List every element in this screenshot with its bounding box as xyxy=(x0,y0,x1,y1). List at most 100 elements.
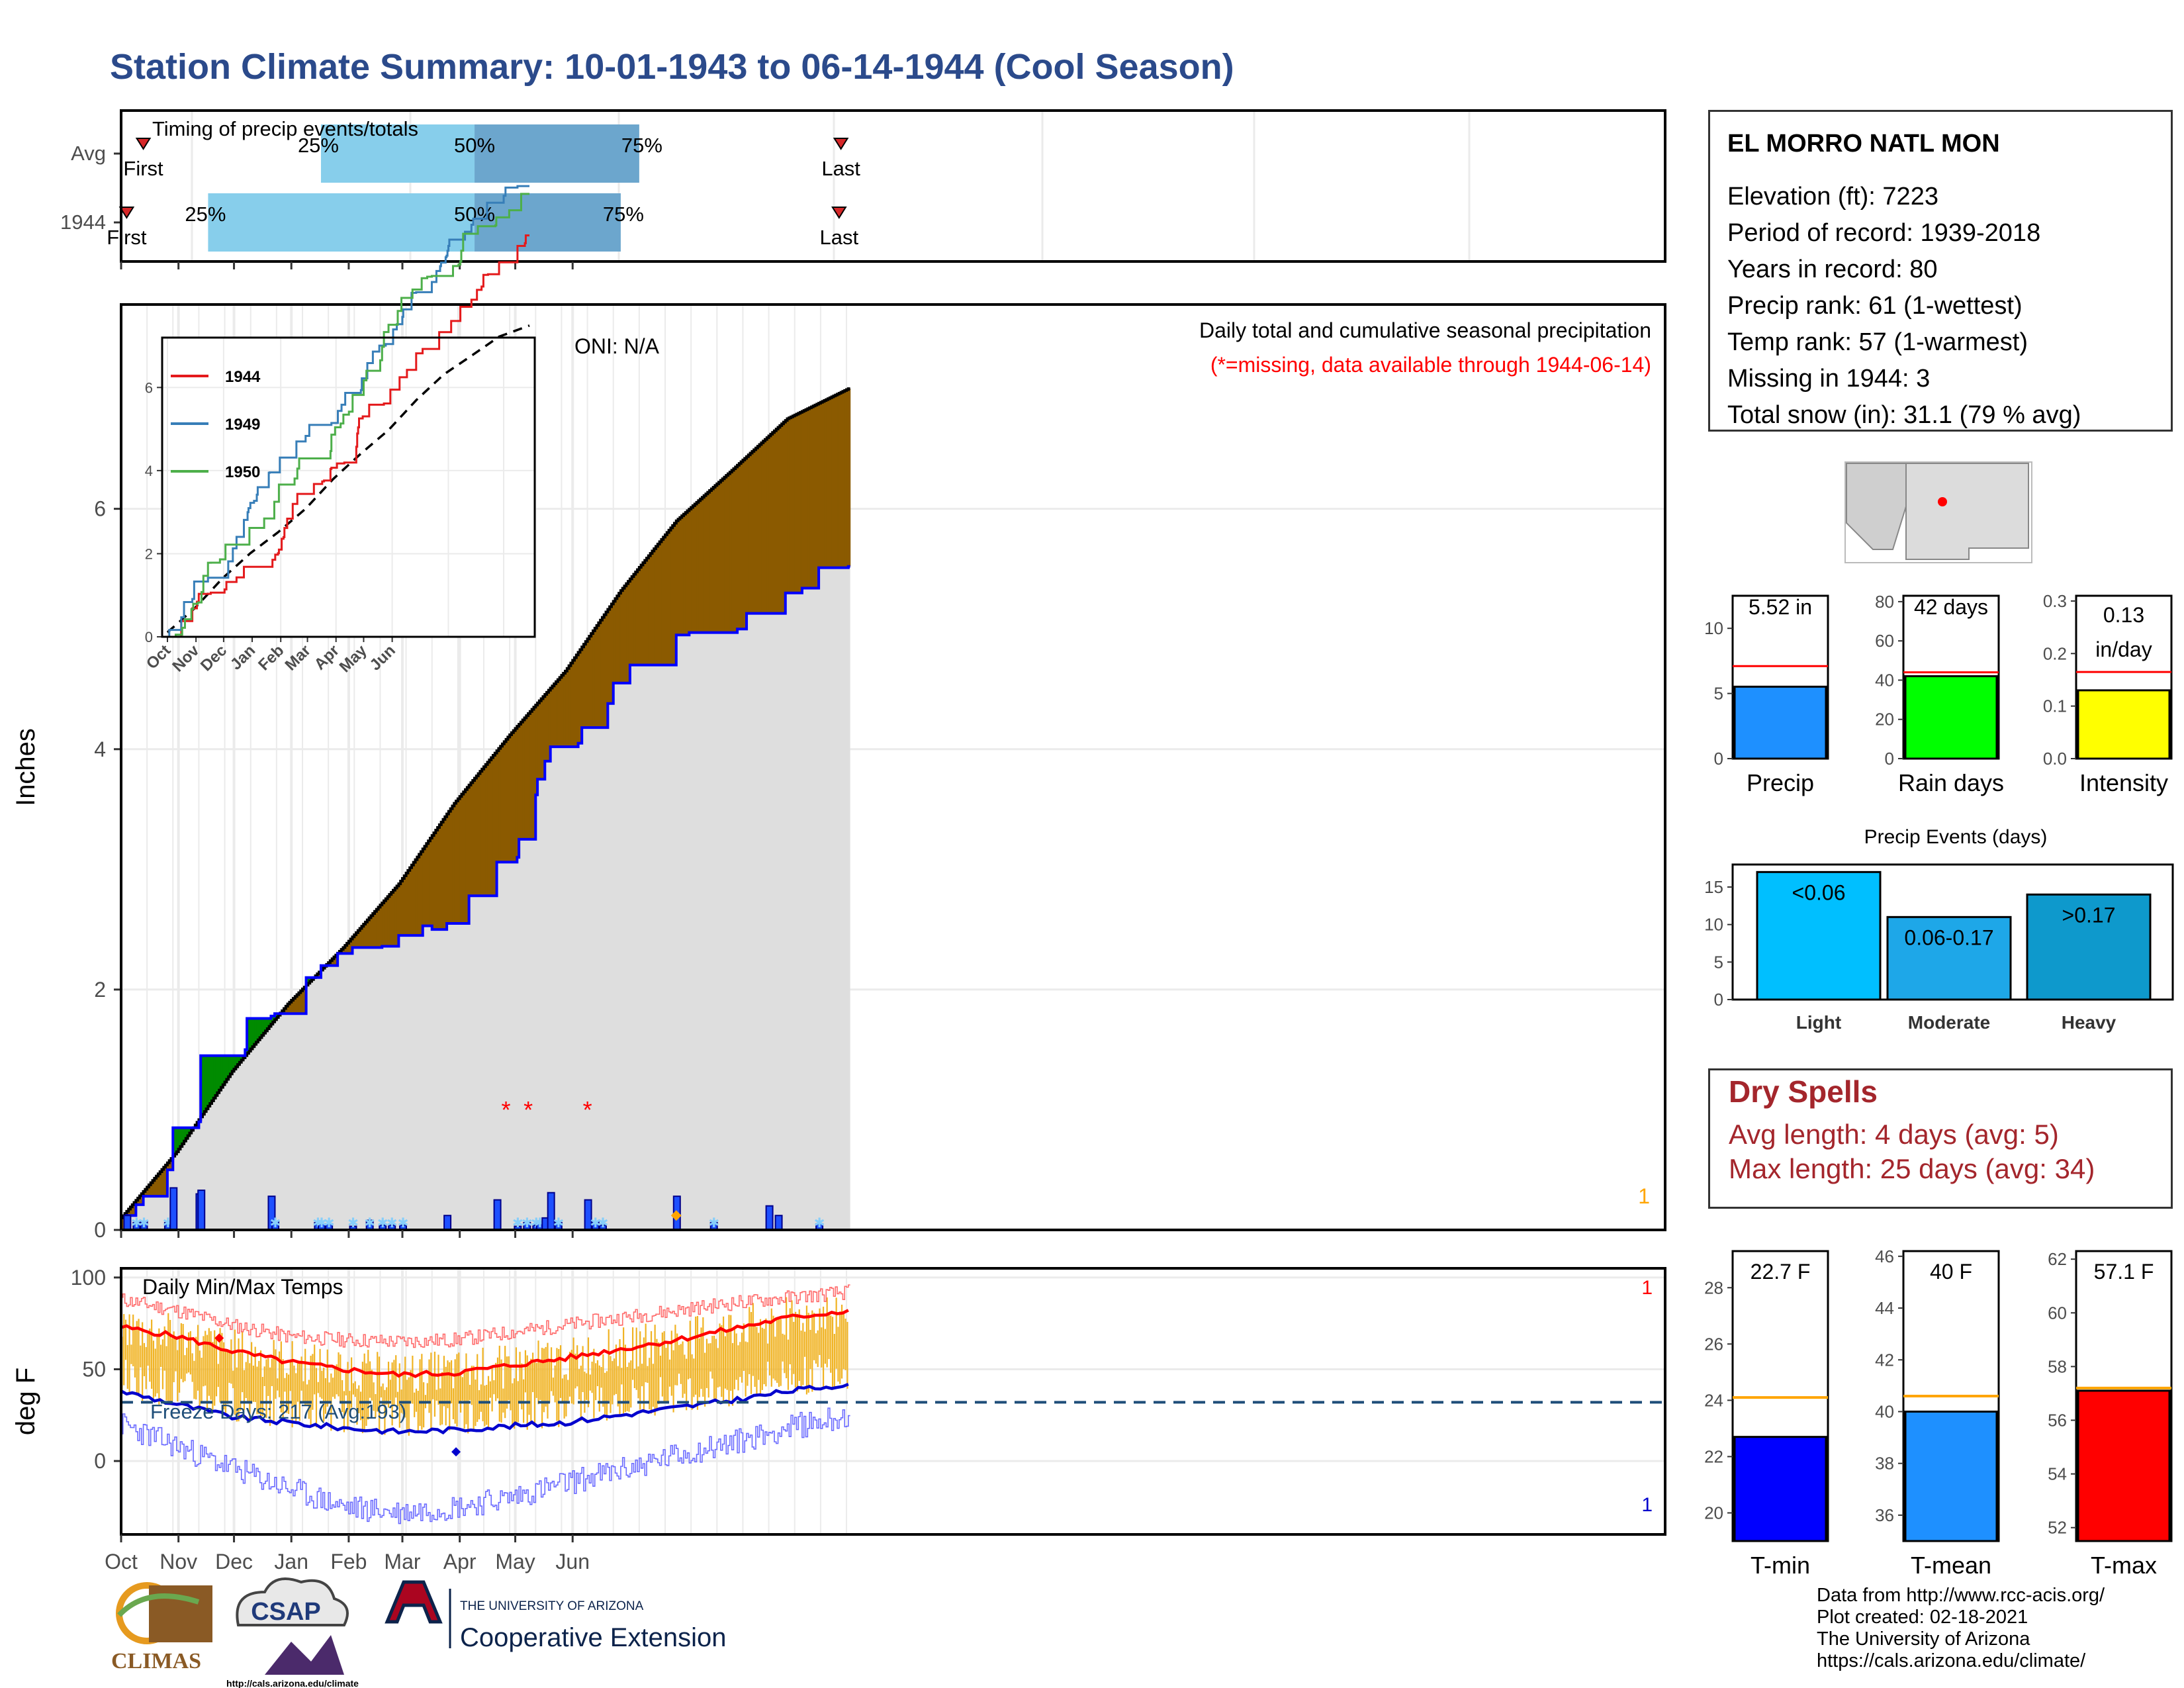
precip-deficit xyxy=(743,459,745,630)
daily-temp-bar xyxy=(375,1393,377,1418)
daily-temp-bar xyxy=(210,1331,212,1400)
precip-deficit xyxy=(289,1002,292,1014)
locator-state-nm xyxy=(1905,463,2029,560)
daily-temp-bar xyxy=(533,1362,536,1425)
daily-temp-bar xyxy=(169,1319,171,1405)
daily-temp-bar xyxy=(278,1351,281,1397)
precip-deficit xyxy=(842,391,845,568)
daily-temp-bar xyxy=(182,1323,184,1383)
daily-temp-bar xyxy=(223,1342,225,1410)
precip-deficit xyxy=(783,422,786,614)
precip-deficit xyxy=(552,686,555,747)
daily-temp-bar xyxy=(574,1353,576,1389)
daily-temp-bar xyxy=(623,1327,625,1414)
precip-deficit xyxy=(604,614,607,728)
daily-precip-bar xyxy=(774,1215,783,1231)
daily-temp-bar xyxy=(570,1350,572,1404)
precip-deficit xyxy=(811,406,814,588)
daily-temp-bar xyxy=(745,1341,747,1397)
precip-surplus xyxy=(259,1018,263,1038)
station-elevation: Elevation (ft): 7223 xyxy=(1727,183,1938,211)
precip-surplus xyxy=(212,1055,214,1101)
precip-deficit xyxy=(572,660,575,747)
temp-bar-tick: 28 xyxy=(1704,1278,1723,1297)
precip-deficit xyxy=(713,487,716,633)
daily-temp-bar xyxy=(310,1356,312,1425)
precip-deficit xyxy=(389,894,392,947)
daily-temp-bar xyxy=(793,1321,795,1374)
daily-temp-bar xyxy=(600,1367,602,1388)
daily-temp-bar xyxy=(423,1382,425,1428)
csap-url: http://cals.arizona.edu/climate xyxy=(226,1678,359,1688)
daily-temp-bar xyxy=(484,1385,486,1427)
daily-temp-bar xyxy=(595,1363,597,1401)
precip-deficit xyxy=(629,579,633,665)
precip-deficit xyxy=(589,636,592,728)
daily-temp-bar xyxy=(437,1354,439,1405)
daily-temp-bar xyxy=(345,1370,347,1396)
precip-deficit xyxy=(457,798,461,924)
station-snow: Total snow (in): 31.1 (79 % avg) xyxy=(1727,401,2081,429)
precip-deficit xyxy=(648,555,651,665)
precip-deficit xyxy=(463,792,466,924)
temp-bar-tick: 40 xyxy=(1875,1401,1894,1421)
daily-temp-bar xyxy=(208,1328,210,1396)
precip-deficit xyxy=(817,404,819,588)
precip-deficit xyxy=(809,407,812,588)
daily-temp-bar xyxy=(226,1349,228,1404)
daily-temp-bar xyxy=(774,1336,776,1381)
event-bar-value: 0.06-0.17 xyxy=(1904,925,1993,949)
temp-bar-tick: 36 xyxy=(1875,1505,1894,1525)
precip-deficit xyxy=(387,896,390,947)
precip-deficit xyxy=(489,759,492,896)
daily-temp-bar xyxy=(630,1360,632,1408)
precip-deficit xyxy=(384,900,387,947)
snow-marker: ✱ xyxy=(708,1216,719,1231)
daily-temp-bar xyxy=(469,1384,471,1401)
daily-temp-bar xyxy=(273,1340,275,1421)
daily-temp-bar xyxy=(130,1344,132,1364)
precip-deficit xyxy=(709,491,712,633)
daily-temp-bar xyxy=(477,1354,478,1423)
daily-temp-bar xyxy=(306,1384,308,1405)
daily-temp-bar xyxy=(201,1358,203,1403)
precip-deficit xyxy=(737,465,740,630)
precip-deficit xyxy=(369,917,372,948)
precip-surplus xyxy=(215,1055,218,1096)
daily-temp-bar xyxy=(572,1337,574,1405)
daily-temp-bar xyxy=(549,1361,551,1403)
month-label: Feb xyxy=(330,1550,367,1573)
precip-deficit xyxy=(502,743,505,863)
precip-deficit xyxy=(492,755,496,896)
credit-line: Data from http://www.rcc-acis.org/ xyxy=(1817,1585,2105,1606)
precip-deficit xyxy=(647,557,649,665)
daily-temp-bar xyxy=(473,1366,475,1431)
daily-temp-bar xyxy=(707,1343,709,1398)
month-axis: Oct Nov Dec Jan Feb Mar Apr May Jun xyxy=(105,1230,590,1573)
precip-deficit xyxy=(641,565,644,665)
daily-temp-bar xyxy=(789,1308,791,1365)
daily-temp-bar xyxy=(161,1339,164,1389)
daily-temp-bar xyxy=(700,1327,702,1389)
daily-temp-bar xyxy=(795,1311,797,1387)
precip-deficit xyxy=(791,416,794,593)
daily-temp-bar xyxy=(482,1347,484,1422)
precip-deficit xyxy=(332,959,335,966)
precip-deficit xyxy=(420,851,424,936)
precip-deficit xyxy=(432,835,435,930)
daily-temp-bar xyxy=(143,1342,146,1376)
daily-temp-bar xyxy=(321,1370,323,1399)
precip-deficit xyxy=(731,470,735,633)
precip-deficit xyxy=(719,482,721,633)
timing-marker-label: Last xyxy=(820,226,859,249)
precip-surplus xyxy=(261,1018,264,1036)
daily-precip-bar xyxy=(123,1215,132,1231)
daily-temp-bar xyxy=(686,1358,688,1411)
precip-deficit xyxy=(622,588,625,683)
month-label: Jan xyxy=(274,1550,308,1573)
precip-deficit xyxy=(837,394,840,568)
precip-deficit xyxy=(733,468,736,633)
page-title: Station Climate Summary: 10-01-1943 to 0… xyxy=(110,47,1234,87)
daily-temp-bar xyxy=(733,1328,735,1389)
precip-deficit xyxy=(841,392,844,568)
